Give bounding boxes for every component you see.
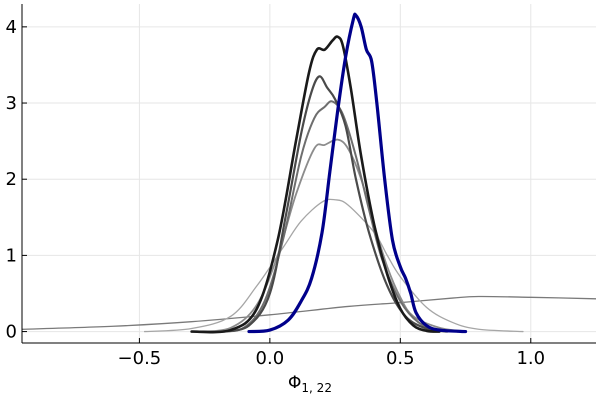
density-curve-7 [247,12,468,334]
density-curve-2 [143,198,524,333]
y-tick-label: 1 [6,245,17,266]
x-axis-label-symbol: Φ [288,373,301,393]
series-lines [22,12,596,334]
x-axis-label-subscript: 1, 22 [301,381,332,395]
x-tick-label: −0.5 [118,348,162,369]
y-tick-label: 2 [6,169,17,190]
grid [22,4,596,343]
density-curve-1 [22,295,596,330]
x-tick-label: 0.0 [256,348,285,369]
y-tick-label: 3 [6,93,17,114]
y-tick-label: 0 [6,322,17,343]
density-curve-6 [190,35,441,334]
density-curve-4 [216,100,459,333]
axes: −0.5 0.0 0.5 1.0 0 1 2 3 4 [6,4,596,369]
x-tick-label: 0.5 [386,348,415,369]
y-tick-label: 4 [6,17,17,38]
x-axis-label: Φ1, 22 [288,373,332,395]
density-curve-5 [221,75,449,333]
x-tick-label: 1.0 [516,348,545,369]
